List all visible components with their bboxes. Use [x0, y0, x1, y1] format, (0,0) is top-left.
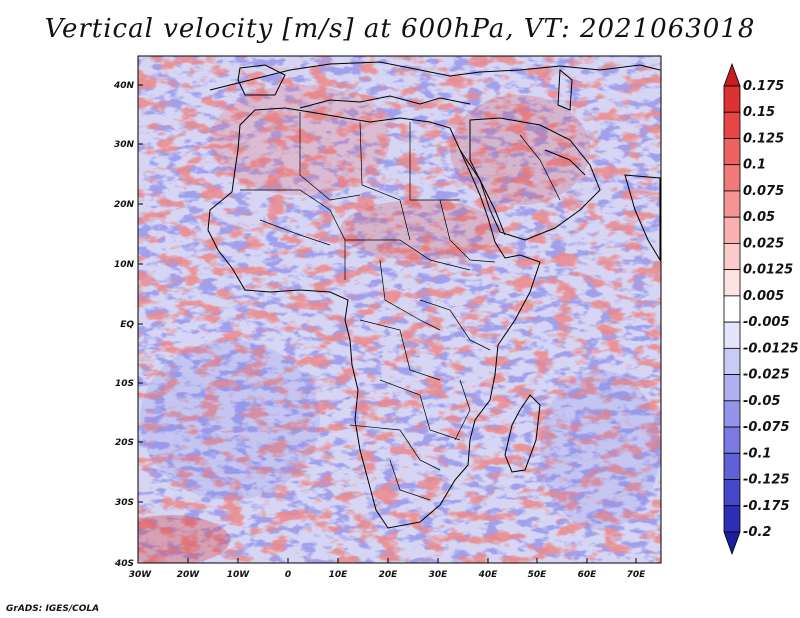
noise-red [138, 56, 661, 563]
arabia-updraft [450, 95, 590, 205]
colorbar-label: -0.175 [743, 499, 790, 514]
colorbar-label: -0.005 [743, 315, 790, 330]
colorbar-label: -0.05 [743, 394, 780, 409]
lon-label: 30E [429, 570, 449, 580]
colorbar-label: 0.175 [743, 79, 784, 94]
map-title: Vertical velocity [m/s] at 600hPa, VT: 2… [44, 14, 756, 44]
colorbar-block [723, 164, 741, 192]
colorbar-block [723, 452, 741, 480]
lon-label: 30W [129, 570, 153, 580]
persian-gulf [544, 149, 586, 176]
coastlines [207, 61, 661, 529]
mediterranean-coast [299, 95, 471, 109]
colorbar-block [723, 111, 741, 139]
indian-ocean-down [540, 370, 660, 530]
lat-label: 20N [114, 200, 135, 210]
lat-label: EQ [120, 320, 134, 330]
colorbar-label: 0.025 [743, 236, 784, 251]
borders [240, 112, 561, 501]
lat-ticks [138, 84, 143, 503]
lon-label: 20W [177, 570, 201, 580]
colorbar-label: 0.05 [743, 210, 775, 225]
lat-label: 30S [115, 498, 134, 508]
colorbar-label: 0.1 [743, 158, 766, 173]
lat-label: 20S [115, 438, 134, 448]
colorbar-label: 0.075 [743, 184, 784, 199]
colorbar-top-arrow [723, 62, 741, 87]
lon-label: 60E [578, 570, 598, 580]
india [624, 174, 661, 262]
colorbar-block [723, 374, 741, 402]
south-atlantic-down [140, 340, 320, 500]
lon-label: 40E [478, 570, 499, 580]
colorbar-block [723, 479, 741, 507]
lon-label: 20E [379, 570, 399, 580]
colorbar-block [723, 295, 741, 323]
lon-label: 70E [627, 570, 647, 580]
africa-coast [207, 107, 541, 529]
colorbar-block [723, 269, 741, 297]
lat-label: 10S [115, 379, 134, 389]
caspian [557, 68, 573, 111]
colorbar-block [723, 138, 741, 166]
sahel-updraft [340, 200, 500, 260]
arabia [469, 117, 601, 241]
colorbar-block [723, 190, 741, 218]
colorbar: 0.175 0.15 0.125 0.1 0.075 0.05 0.025 0.0125 0.0… [723, 62, 799, 556]
red-sea [459, 149, 506, 236]
colorbar-block [723, 426, 741, 454]
colorbar-bottom-arrow [723, 531, 741, 556]
colorbar-label: 0.0125 [743, 263, 793, 278]
colorbar-block [723, 347, 741, 375]
colorbar-block [723, 505, 741, 533]
colorbar-block [723, 400, 741, 428]
colorbar-block [723, 216, 741, 244]
colorbar-block [723, 321, 741, 349]
lat-label: 30N [114, 140, 135, 150]
colorbar-label: -0.2 [743, 525, 771, 540]
europe [209, 61, 661, 91]
iberia [237, 64, 286, 96]
map-frame [137, 55, 662, 564]
southern-ocean-up [138, 515, 230, 563]
colorbar-label: -0.0125 [743, 341, 799, 356]
colorbar-label: -0.1 [743, 446, 771, 461]
lon-label: 10E [329, 570, 349, 580]
lat-label: 40N [113, 81, 135, 91]
colorbar-label: 0.125 [743, 131, 784, 146]
lat-axis: 40N 30N 20N 10N EQ 10S 20S 30S 40S [113, 81, 135, 569]
lon-ticks [187, 558, 637, 563]
colorbar-label: -0.075 [743, 420, 790, 435]
lat-label: 40S [114, 559, 134, 569]
colorbar-block [723, 243, 741, 271]
grads-credit: GrADS: IGES/COLA [6, 604, 100, 614]
colorbar-label: -0.125 [743, 473, 790, 488]
madagascar [504, 394, 541, 473]
lat-label: 10N [114, 260, 135, 270]
lon-label: 10W [227, 570, 251, 580]
colorbar-label: 0.005 [743, 289, 784, 304]
colorbar-label: -0.025 [743, 368, 790, 383]
lon-label: 50E [528, 570, 548, 580]
lon-label: 0 [285, 570, 291, 580]
colorbar-label: 0.15 [743, 105, 775, 120]
lon-axis: 30W 20W 10W 0 10E 20E 30E 40E 50E 60E 70… [129, 570, 646, 580]
colorbar-block [723, 85, 741, 113]
